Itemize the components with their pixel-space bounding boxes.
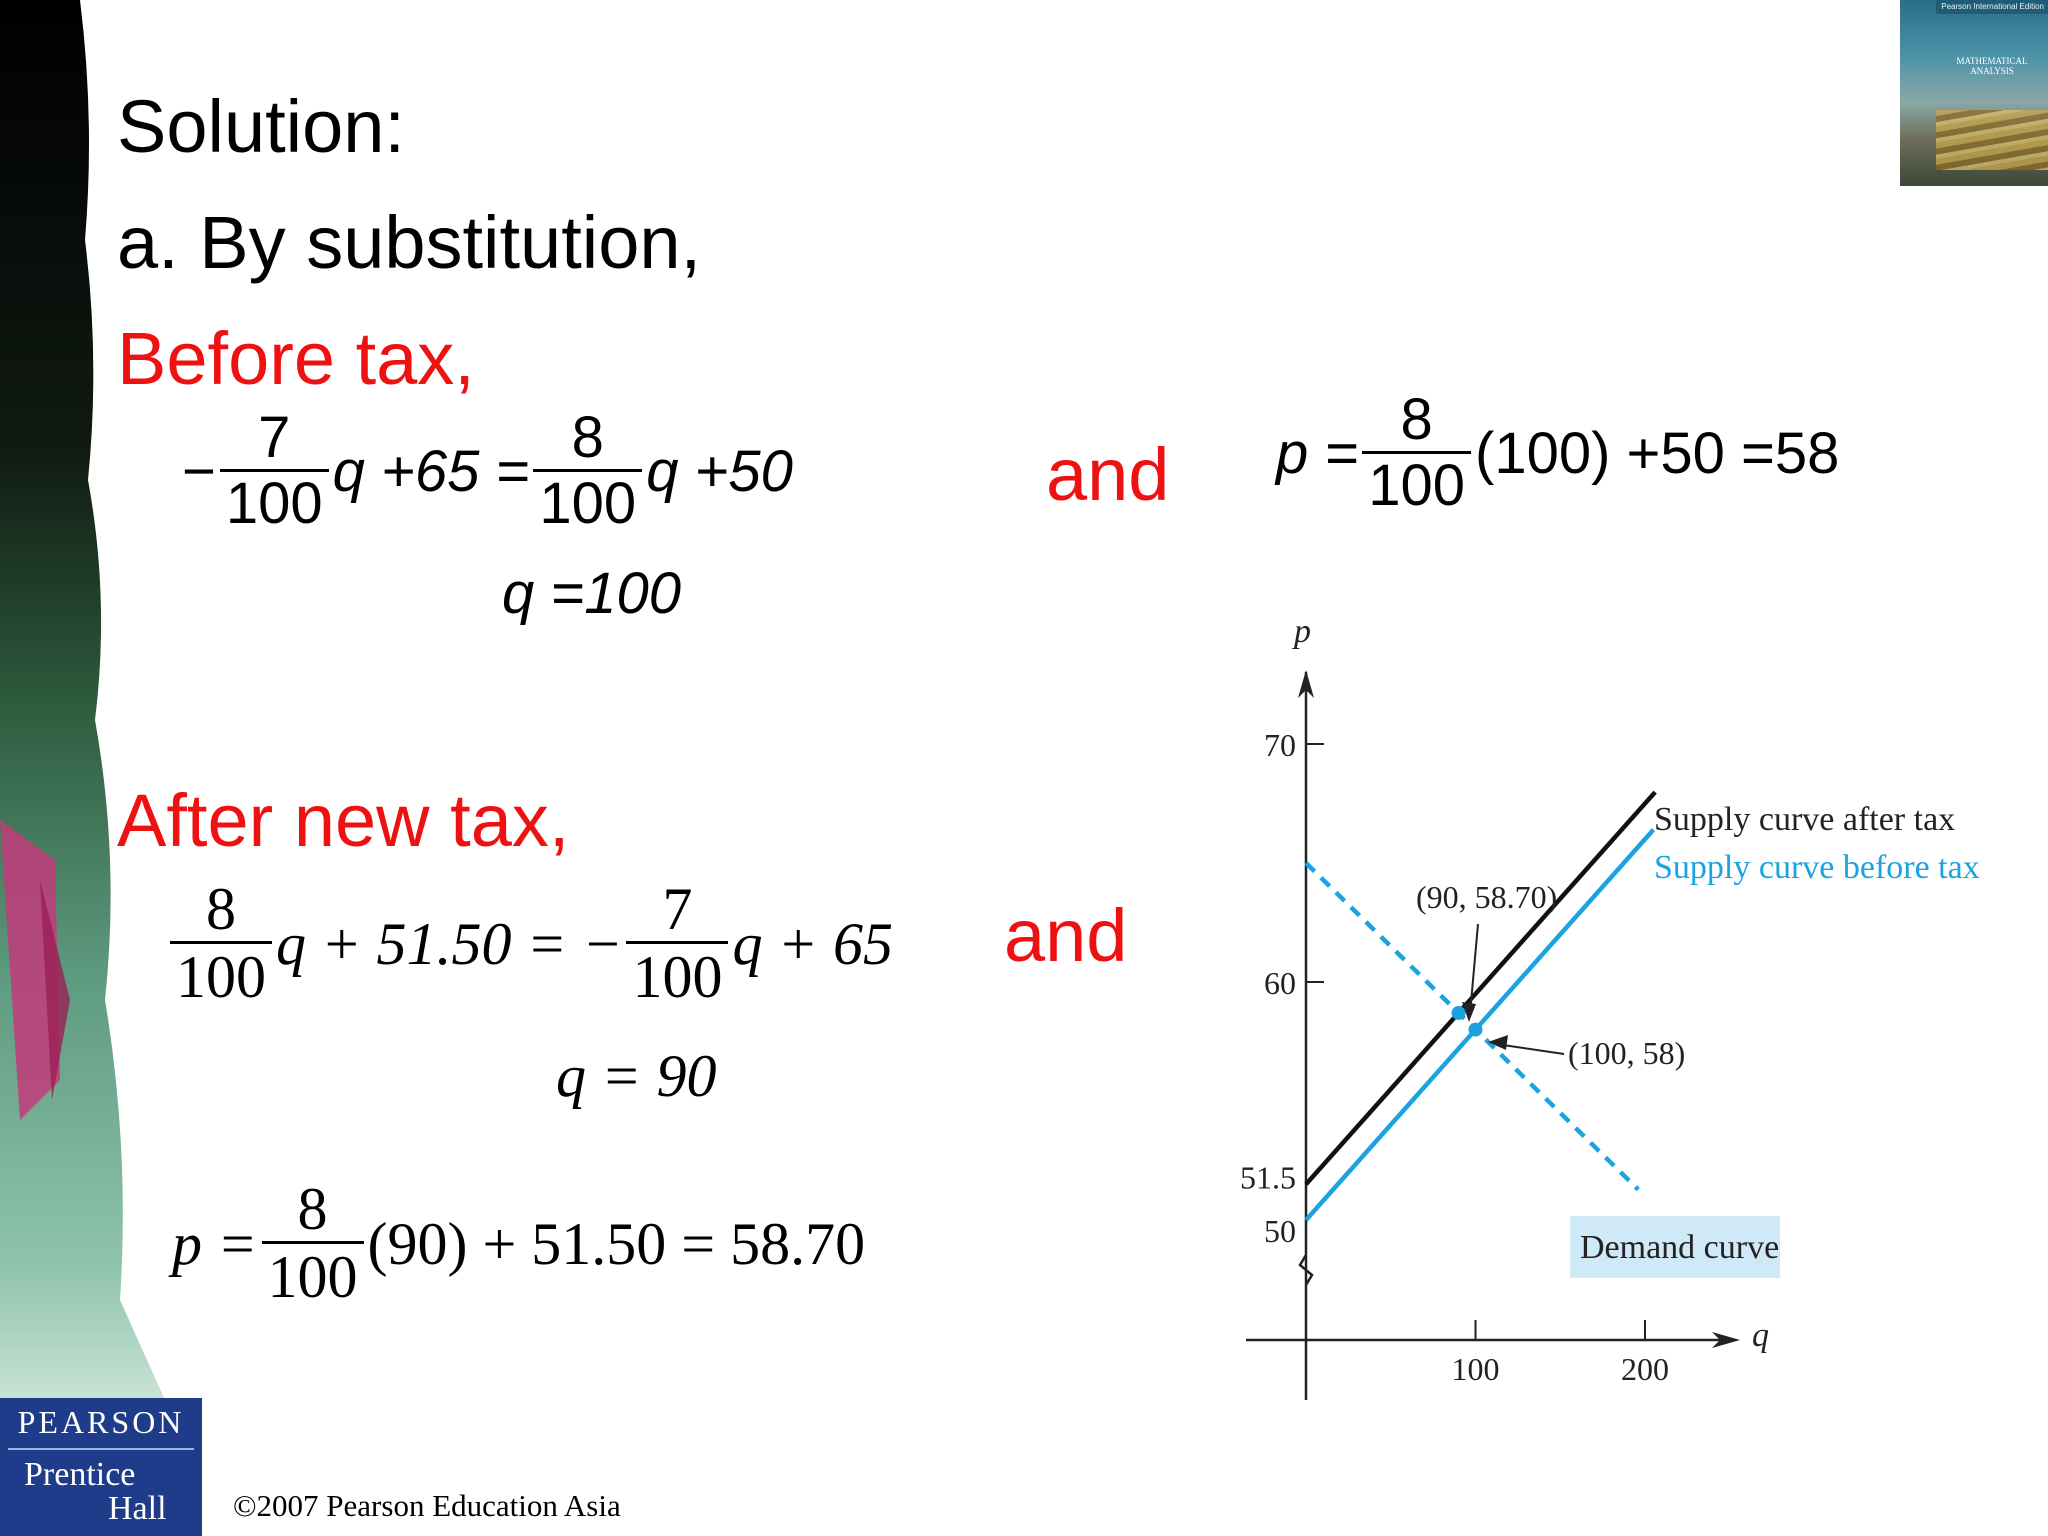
fraction: 8 100 bbox=[1362, 387, 1472, 518]
after-tax-and: and bbox=[1004, 894, 1128, 977]
demand-curve-label: Demand curve bbox=[1580, 1229, 1779, 1266]
after-tax-equation: 8 100 q + 51.50 = − 7 100 q + 65 bbox=[166, 878, 893, 1010]
before-tax-point-label: (100, 58) bbox=[1568, 1035, 1685, 1071]
before-tax-and: and bbox=[1046, 433, 1170, 516]
y-tick-label: 50 bbox=[1264, 1213, 1296, 1249]
fraction: 7 100 bbox=[626, 876, 729, 1010]
copyright-notice: ©2007 Pearson Education Asia bbox=[233, 1488, 621, 1523]
equation-lhs: p = bbox=[1276, 421, 1359, 487]
equation-lhs: p = bbox=[172, 1210, 258, 1277]
equation-middle: q +65 = bbox=[332, 439, 530, 505]
after-tax-solution-q: q = 90 bbox=[556, 1043, 717, 1109]
y-tick-label: 60 bbox=[1264, 965, 1296, 1001]
denominator: 100 bbox=[533, 468, 643, 536]
denominator: 100 bbox=[219, 468, 329, 536]
before-tax-label: Before tax, bbox=[117, 317, 475, 400]
x-tick-label: 100 bbox=[1452, 1351, 1500, 1387]
logo-pearson-text: PEARSON bbox=[17, 1404, 185, 1440]
numerator: 7 bbox=[662, 876, 693, 942]
denominator: 100 bbox=[626, 941, 729, 1010]
after-tax-pointer-head bbox=[1462, 1002, 1476, 1022]
supply-before-tax-label: Supply curve before tax bbox=[1654, 849, 1980, 886]
after-tax-price-equation: p = 8 100 (90) + 51.50 = 58.70 bbox=[172, 1176, 866, 1311]
axis-break bbox=[1298, 1254, 1314, 1286]
after-tax-label: After new tax, bbox=[117, 779, 570, 862]
supply-curve-after-tax bbox=[1304, 790, 1657, 1186]
numerator: 8 bbox=[1400, 387, 1433, 452]
equation-tail: (90) + 51.50 = 58.70 bbox=[367, 1210, 866, 1277]
part-a-heading: a. By substitution, bbox=[117, 201, 702, 284]
equilibrium-point-after-tax bbox=[1451, 1005, 1466, 1020]
x-axis-label: q bbox=[1752, 1317, 1769, 1354]
equation-middle: q + 51.50 = − bbox=[276, 910, 623, 977]
pearson-prentice-hall-logo: PEARSON Prentice Hall bbox=[0, 1398, 202, 1536]
logo-hall-text: Hall bbox=[108, 1490, 167, 1527]
logo-divider bbox=[8, 1448, 194, 1450]
fraction: 8 100 bbox=[170, 878, 272, 1010]
numerator: 8 bbox=[571, 405, 604, 470]
cover-decoration bbox=[1936, 110, 2048, 170]
fraction: 7 100 bbox=[219, 405, 329, 536]
numerator: 8 bbox=[297, 1176, 328, 1242]
after-tax-point-label: (90, 58.70) bbox=[1416, 879, 1557, 915]
after-tax-point-pointer bbox=[1469, 923, 1479, 1015]
demand-label-box bbox=[1570, 1216, 1780, 1278]
x-axis-arrow bbox=[1712, 1332, 1740, 1348]
equation-tail: q +50 bbox=[646, 439, 793, 505]
supply-demand-graph: p q 70 60 51.5 50 100 200 Supply curve after … bbox=[1240, 613, 1980, 1400]
before-tax-solution-q: q =100 bbox=[502, 561, 682, 626]
numerator: 7 bbox=[258, 405, 291, 470]
denominator: 100 bbox=[170, 941, 272, 1010]
fraction: 8 100 bbox=[261, 1176, 364, 1310]
decorative-left-strip bbox=[0, 0, 165, 1400]
equation-tail: (100) +50 =58 bbox=[1475, 421, 1840, 487]
before-tax-price-equation: p = 8 100 (100) +50 =58 bbox=[1276, 387, 1840, 518]
y-tick-label: 51.5 bbox=[1240, 1159, 1296, 1195]
minus-sign: − bbox=[182, 439, 216, 505]
y-tick-label: 70 bbox=[1264, 727, 1296, 763]
supply-after-tax-label: Supply curve after tax bbox=[1654, 801, 1955, 838]
y-axis-arrow bbox=[1298, 670, 1314, 698]
denominator: 100 bbox=[1362, 450, 1472, 518]
y-axis-label: p bbox=[1292, 613, 1311, 650]
logo-prentice-text: Prentice bbox=[24, 1456, 136, 1493]
equilibrium-point-before-tax bbox=[1468, 1022, 1483, 1037]
before-tax-point-pointer bbox=[1495, 1043, 1565, 1055]
before-tax-pointer-head bbox=[1488, 1035, 1508, 1050]
book-cover-thumbnail: Pearson International Edition MATHEMATIC… bbox=[1900, 0, 2048, 186]
fraction: 8 100 bbox=[533, 405, 643, 536]
x-tick-label: 200 bbox=[1621, 1351, 1669, 1387]
solution-heading: Solution: bbox=[117, 85, 405, 168]
cover-edition-text: Pearson International Edition bbox=[1936, 0, 2048, 14]
denominator: 100 bbox=[261, 1241, 364, 1310]
equation-tail: q + 65 bbox=[732, 910, 893, 977]
numerator: 8 bbox=[206, 876, 236, 942]
before-tax-equation: − 7 100 q +65 = 8 100 q +50 bbox=[182, 405, 793, 536]
cover-title: MATHEMATICAL ANALYSIS bbox=[1956, 56, 2028, 76]
